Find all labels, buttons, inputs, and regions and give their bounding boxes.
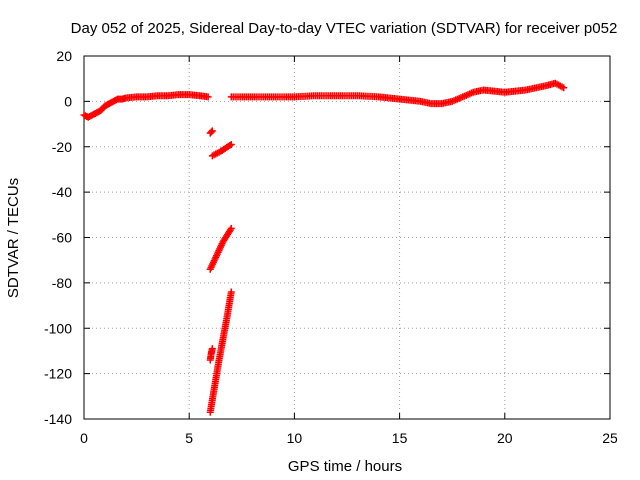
data-point	[560, 84, 568, 92]
x-axis-label: GPS time / hours	[288, 458, 402, 475]
x-tick-label: 5	[185, 430, 193, 446]
y-tick-label: -140	[44, 411, 72, 427]
data-point	[227, 224, 235, 232]
x-tick-label: 15	[392, 430, 408, 446]
data-point	[226, 141, 234, 149]
chart-title: Day 052 of 2025, Sidereal Day-to-day VTE…	[71, 20, 618, 37]
x-tick-label: 10	[287, 430, 303, 446]
data-point	[208, 345, 216, 353]
plot-frame	[83, 55, 611, 420]
y-tick-label: 20	[56, 48, 72, 64]
x-tick-label: 0	[80, 430, 88, 446]
y-tick-label: 0	[64, 93, 72, 109]
y-tick-label: -100	[44, 320, 72, 336]
data-point	[208, 127, 216, 135]
y-tick-label: -40	[52, 184, 72, 200]
data-point	[204, 93, 212, 101]
data-points	[80, 79, 568, 416]
x-tick-label: 25	[602, 430, 618, 446]
grid	[84, 56, 610, 419]
y-axis-label: SDTVAR / TECUs	[5, 178, 22, 298]
y-tick-label: -20	[52, 139, 72, 155]
data-point	[207, 128, 215, 136]
data-point	[227, 140, 235, 148]
axis-ticks: 0 5 10 15 20 25 20 0 -20 -40 -60 -80 -100 -120 -140	[44, 48, 618, 446]
y-tick-label: -120	[44, 366, 72, 382]
y-tick-label: -80	[52, 275, 72, 291]
y-tick-label: -60	[52, 230, 72, 246]
data-point	[227, 288, 235, 296]
data-point	[226, 226, 234, 234]
x-tick-label: 20	[497, 430, 513, 446]
